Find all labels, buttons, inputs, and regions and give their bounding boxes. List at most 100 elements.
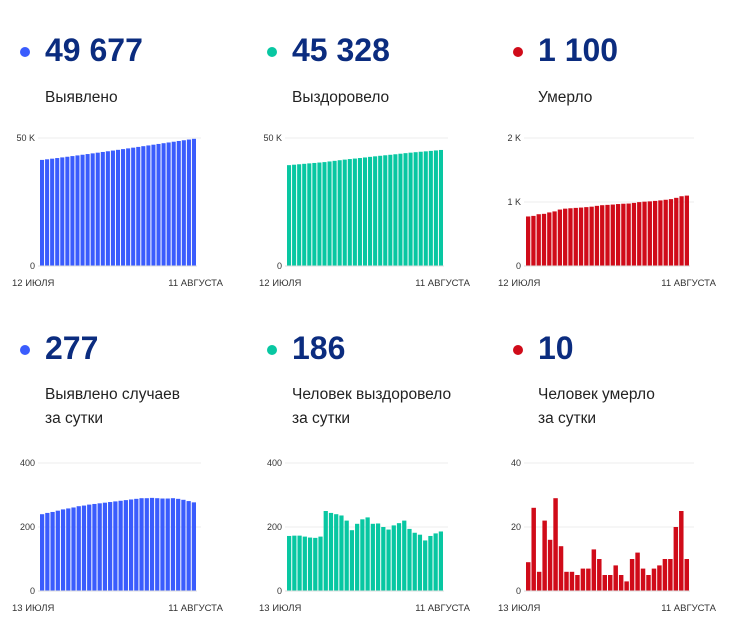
bar [580,568,586,591]
bar [438,149,443,266]
bar [357,158,362,266]
bar [302,536,307,591]
y-tick-label: 20 [511,522,521,532]
series-dot-icon [20,345,30,355]
bar [317,162,322,266]
bar [531,215,536,266]
bar [128,499,134,591]
x-tick-label-end: 11 АВГУСТА [661,278,716,289]
bar [322,162,327,266]
bar [393,154,398,266]
bar [564,571,569,591]
bar [584,207,589,266]
bar [60,157,65,266]
bar [118,500,123,591]
x-tick-label-start: 13 ИЮЛЯ [12,603,54,614]
bar [663,199,668,266]
bar [186,501,191,591]
bar-chart: 0 200 400 13 ИЮЛЯ 11 АВГУСТА [259,458,471,614]
bar [684,559,689,591]
bar [658,200,663,266]
series-dot-icon [267,47,277,57]
bar [302,163,307,266]
bar [651,568,657,591]
bar [81,505,87,591]
y-tick-label: 2 K [507,133,521,143]
bar [594,205,600,266]
bar [547,539,553,591]
bar [90,153,95,266]
bar [92,503,97,591]
bar [407,528,412,591]
bar [146,145,151,266]
bar [578,207,584,266]
series-dot-icon [513,345,523,355]
bar [323,511,328,591]
bar [144,498,149,591]
bar-chart: 0 200 400 13 ИЮЛЯ 11 АВГУСТА [12,458,224,614]
y-tick-label: 0 [30,586,35,596]
bar [40,514,45,591]
bar [131,147,136,266]
bar [95,152,100,266]
bar [55,158,60,266]
bar [621,203,626,266]
bar [684,195,689,266]
stat-value: 277 [45,330,99,366]
bar [433,150,438,266]
bar [547,212,552,266]
bar [110,150,115,266]
bar [121,149,126,266]
bar [339,515,344,591]
bar [181,499,186,591]
y-tick-label: 200 [267,522,282,532]
bar [337,160,342,266]
bar [362,157,368,266]
bar [328,512,334,591]
bar [647,201,652,266]
bar [569,571,575,591]
bar [536,571,542,591]
bar [50,158,55,266]
stat-label-line2: за сутки [292,410,351,427]
bar [553,498,558,591]
series-dot-icon [20,47,30,57]
y-tick-label: 0 [277,586,282,596]
bar [673,527,679,591]
bar [292,535,297,591]
y-tick-label: 50 K [263,133,282,143]
bar [165,498,170,591]
stat-card: 10 Человек умерло за сутки 0 20 40 13 ИЮЛЯ 1… [498,0,732,627]
y-tick-label: 50 K [16,133,35,143]
bar [423,151,428,266]
bar [428,150,433,266]
bar [668,559,673,591]
bar [60,509,66,591]
bar [433,533,438,591]
series-dot-icon [513,47,523,57]
bar [403,153,408,266]
bar [591,549,597,591]
bar-chart: 0 20 40 13 ИЮЛЯ 11 АВГУСТА [498,458,717,614]
bar [610,204,615,266]
bar [191,138,196,266]
stat-card: 1 100 Умерло 0 1 K 2 K 12 ИЮЛЯ 11 АВГУСТА [498,0,732,627]
bar [126,148,131,266]
bar [417,534,423,591]
bar [349,530,355,591]
bar [602,575,607,591]
bar [149,497,155,591]
stat-card: 49 677 Выявлено 0 50 K 12 ИЮЛЯ 11 АВГУСТА [12,0,261,627]
stat-label: Выздоровело [292,86,389,110]
bar [541,213,547,266]
bar [388,154,393,266]
bar [105,151,110,266]
bar [342,159,347,266]
bar [344,520,349,591]
x-tick-label-start: 13 ИЮЛЯ [498,603,540,614]
bar [531,507,536,591]
bar [287,535,292,591]
bar [662,559,668,591]
bar [80,154,85,266]
bar [568,208,573,266]
